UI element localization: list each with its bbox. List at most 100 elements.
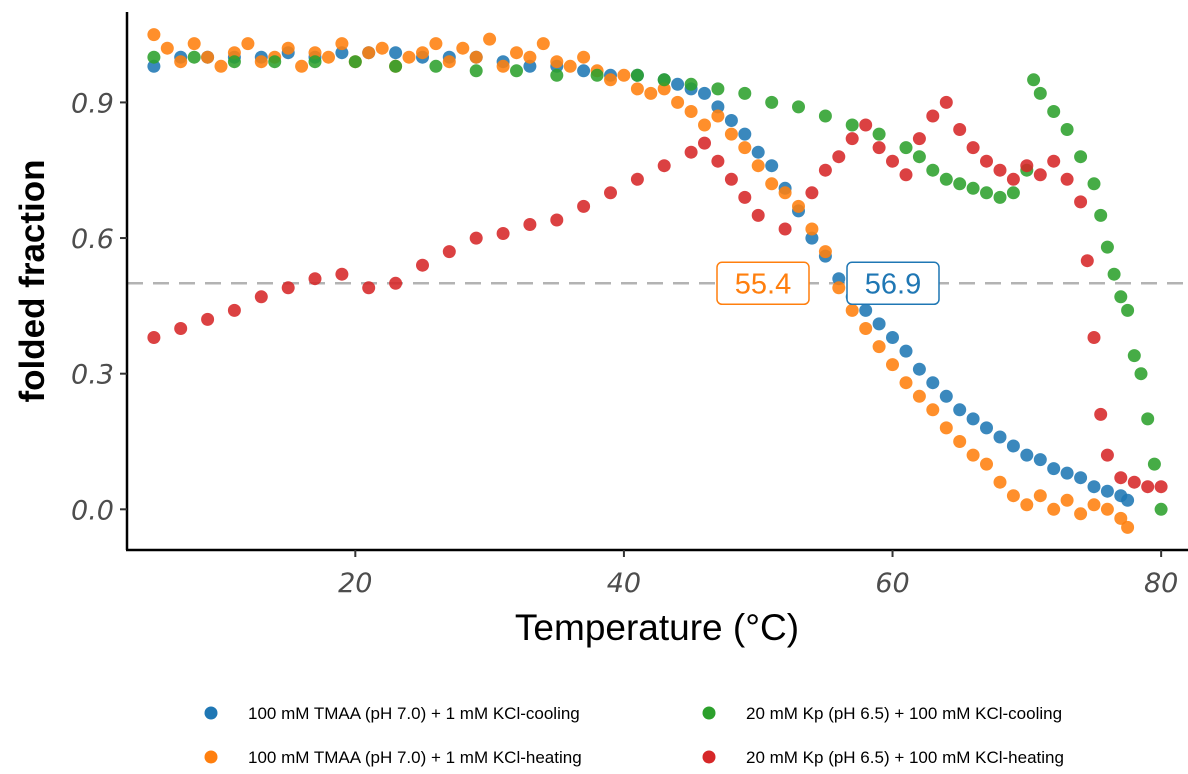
annotation-text: 55.4 (735, 268, 791, 300)
data-point (657, 159, 671, 173)
data-point (1074, 195, 1088, 209)
data-point (308, 55, 322, 69)
data-point (805, 222, 819, 236)
data-point (469, 64, 483, 78)
data-point (953, 435, 967, 448)
data-point (1006, 186, 1020, 200)
legend-key (702, 750, 716, 764)
data-point (993, 190, 1007, 204)
data-point (912, 362, 926, 376)
legend-label: 100 mM TMAA (pH 7.0) + 1 mM KCl-cooling (248, 704, 580, 723)
data-point (671, 95, 685, 109)
data-point (751, 208, 765, 222)
data-point (416, 258, 429, 272)
data-point (1060, 493, 1074, 507)
data-point (241, 37, 255, 51)
data-point (1047, 462, 1061, 476)
data-point (1047, 105, 1061, 118)
series-2 (147, 28, 1135, 534)
data-point (550, 213, 564, 227)
y-tick-label: 0.0 (71, 495, 114, 526)
data-point (550, 55, 564, 69)
data-point (912, 389, 926, 403)
data-point (966, 412, 980, 426)
data-point (604, 186, 617, 200)
data-point (442, 245, 456, 259)
x-tick-label: 40 (607, 568, 641, 599)
legend-label: 100 mM TMAA (pH 7.0) + 1 mM KCl-heating (248, 748, 582, 767)
data-point (886, 154, 899, 168)
data-point (469, 231, 483, 245)
series-layer (147, 28, 1168, 534)
data-point (402, 50, 416, 64)
data-point (630, 68, 644, 82)
data-point (1033, 453, 1047, 467)
data-point (926, 109, 940, 123)
data-point (187, 37, 201, 51)
data-point (872, 141, 886, 155)
data-point (442, 55, 456, 69)
data-point (711, 154, 725, 168)
data-point (483, 32, 497, 46)
series-1 (147, 46, 1135, 507)
x-axis-ticks: 20 40 60 80 (338, 550, 1178, 599)
data-point (254, 290, 268, 304)
data-point (724, 127, 738, 141)
data-point (254, 55, 268, 69)
data-point (899, 376, 913, 390)
data-point (765, 177, 779, 191)
data-point (1020, 498, 1034, 512)
data-point (1060, 172, 1074, 186)
annotations: 55.4 56.9 (716, 261, 940, 306)
data-point (335, 46, 349, 60)
data-point (1114, 290, 1128, 304)
annotation-box (716, 261, 810, 306)
legend-key (204, 706, 218, 720)
data-point (281, 41, 295, 55)
data-point (281, 281, 295, 295)
data-point (563, 59, 577, 73)
data-point (899, 168, 913, 182)
data-point (510, 64, 523, 78)
data-point (577, 199, 591, 213)
y-axis-title: folded fraction (13, 159, 52, 402)
data-point (980, 186, 993, 200)
data-point (845, 118, 859, 132)
data-point (966, 181, 980, 195)
data-point (174, 55, 188, 69)
data-point (523, 50, 537, 64)
data-point (308, 46, 322, 60)
data-point (1027, 73, 1041, 87)
data-point (496, 227, 510, 240)
data-point (456, 41, 470, 55)
data-point (389, 59, 403, 73)
data-point (1100, 448, 1114, 462)
data-point (214, 59, 228, 73)
data-point (1134, 367, 1148, 381)
data-point (1100, 240, 1114, 254)
data-point (1047, 502, 1061, 516)
data-point (886, 358, 899, 372)
data-point (416, 46, 429, 60)
data-point (335, 37, 349, 51)
data-point (993, 475, 1007, 489)
data-point (1127, 475, 1141, 489)
data-point (1047, 154, 1061, 168)
data-point (1141, 412, 1155, 426)
data-point (953, 123, 967, 136)
data-point (1060, 123, 1074, 136)
data-point (469, 50, 483, 64)
data-point (1006, 439, 1020, 453)
data-point (899, 141, 913, 155)
data-point (201, 50, 215, 64)
data-point (644, 86, 658, 100)
data-point (630, 172, 644, 186)
data-point (1060, 466, 1074, 480)
data-point (939, 172, 953, 186)
data-point (926, 163, 940, 177)
data-point (1080, 254, 1094, 268)
data-point (859, 303, 873, 317)
data-point (550, 68, 564, 82)
data-point (926, 376, 940, 390)
data-point (899, 344, 913, 358)
